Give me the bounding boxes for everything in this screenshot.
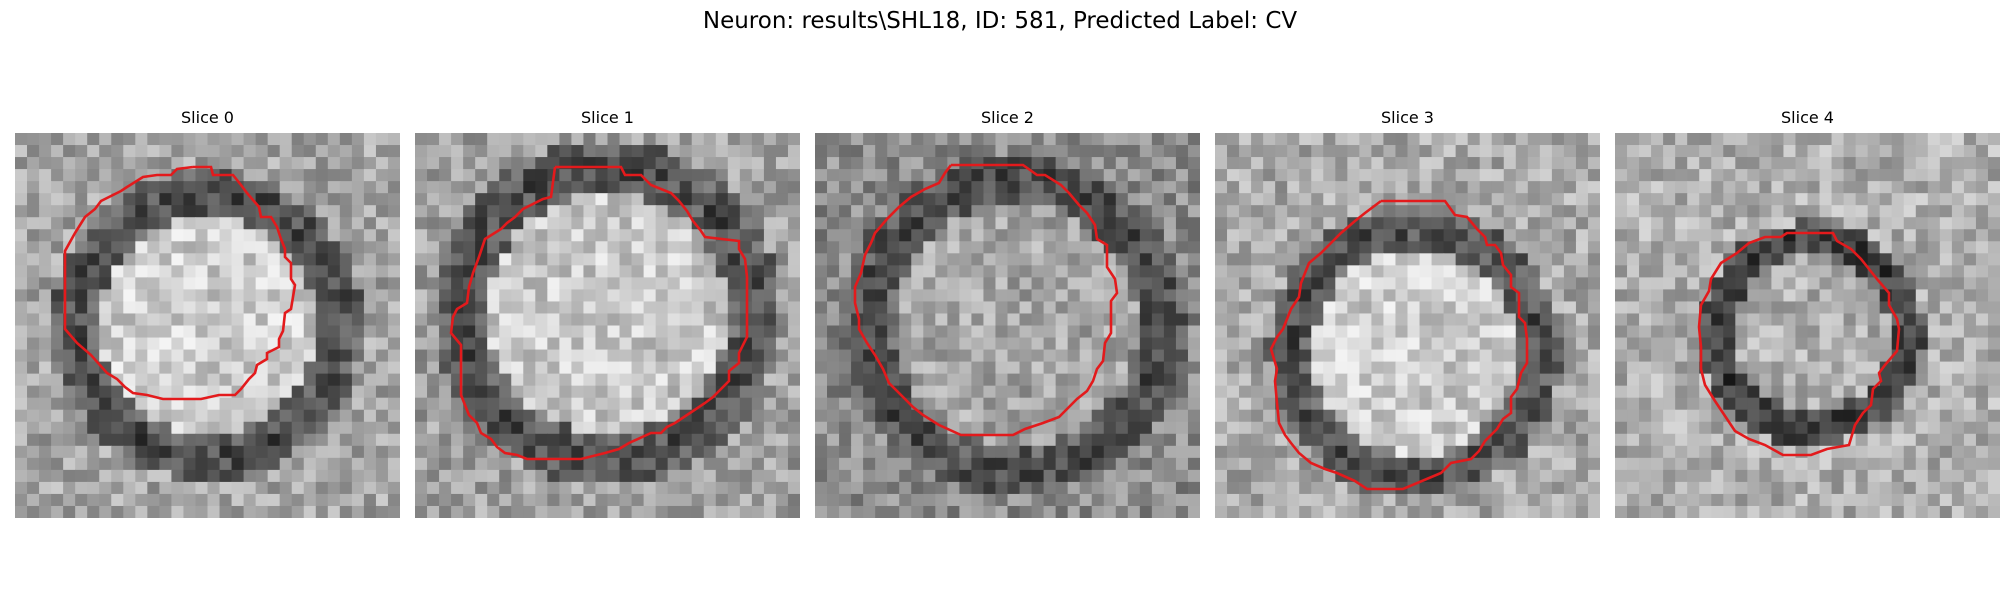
slice-title-4: Slice 4: [1781, 108, 1834, 127]
figure-title: Neuron: results\SHL18, ID: 581, Predicte…: [702, 8, 1298, 34]
grayscale-pixels-3: [1215, 133, 1600, 518]
slice-image-4: [1615, 133, 2000, 518]
grayscale-pixels-4: [1615, 133, 2000, 518]
slice-title-1: Slice 1: [581, 108, 634, 127]
grayscale-pixels-0: [15, 133, 400, 518]
segmentation-contour-1: [449, 165, 749, 461]
slice-image-3: [1215, 133, 1600, 518]
grayscale-pixels-2: [815, 133, 1200, 518]
grayscale-pixels-1: [415, 133, 800, 518]
segmentation-contour-3: [1269, 199, 1529, 491]
slice-title-2: Slice 2: [981, 108, 1034, 127]
slice-image-1: [415, 133, 800, 518]
slice-image-2: [815, 133, 1200, 518]
segmentation-contour-4: [1697, 231, 1901, 457]
segmentation-contour-2: [853, 163, 1119, 437]
segmentation-contour-0: [63, 165, 297, 401]
slice-title-0: Slice 0: [181, 108, 234, 127]
slice-image-0: [15, 133, 400, 518]
slice-title-3: Slice 3: [1381, 108, 1434, 127]
